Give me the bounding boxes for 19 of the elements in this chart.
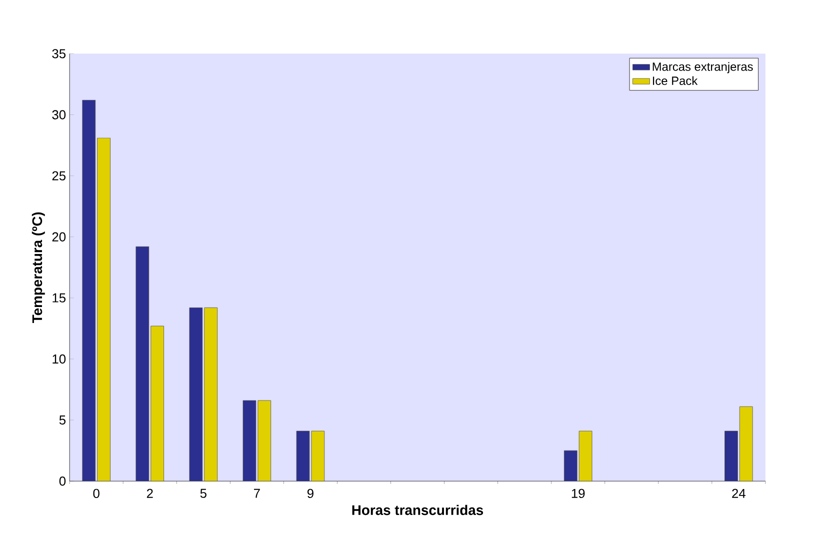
- y-tick-label: 20: [52, 232, 66, 242]
- y-tick-label: 25: [52, 171, 66, 180]
- y-tick-label: 10: [52, 354, 66, 364]
- y-tick-label: 35: [52, 49, 66, 58]
- x-tick-label: 24: [732, 488, 746, 498]
- x-tick-label: 2: [146, 488, 153, 498]
- y-axis-title: Temperatura (ºC): [32, 212, 45, 324]
- y-tick-label: 0: [59, 476, 66, 486]
- x-tick-label: 19: [572, 488, 585, 498]
- x-tick-label: 0: [93, 488, 100, 498]
- x-axis-title: Horas transcurridas: [352, 504, 484, 516]
- legend-label: Ice Pack: [652, 76, 698, 86]
- x-tick-label: 7: [254, 489, 260, 498]
- y-tick-label: 5: [59, 416, 66, 425]
- x-tick-label: 5: [200, 489, 206, 498]
- y-tick-label: 30: [52, 110, 66, 120]
- legend-label: Marcas extranjeras: [652, 62, 753, 74]
- x-tick-label: 9: [307, 488, 314, 498]
- y-tick-label: 15: [52, 294, 66, 303]
